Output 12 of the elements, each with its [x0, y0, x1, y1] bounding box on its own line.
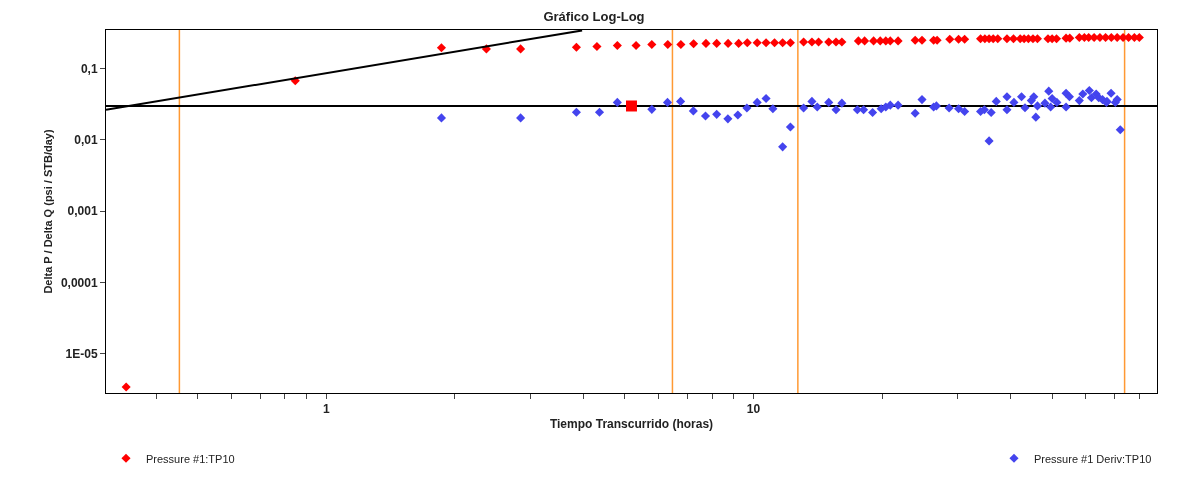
x-axis-title: Tiempo Transcurrido (horas) — [549, 417, 714, 432]
y-tick-label: 0,1 — [80, 61, 98, 76]
x-tick-label: 10 — [746, 402, 761, 417]
y-axis-title: Delta P / Delta Q (psi / STB/day) — [41, 129, 54, 294]
y-tick-label: 0,01 — [74, 133, 98, 148]
y-tick-label: 0,0001 — [60, 275, 98, 290]
chart-title: Gráfico Log-Log — [543, 9, 645, 25]
y-tick-label: 0,001 — [67, 204, 98, 219]
x-tick-label: 1 — [322, 402, 330, 417]
y-tick-label: 1E-05 — [65, 346, 98, 361]
legend-label: Pressure #1:TP10 — [146, 452, 235, 465]
legend-label: Pressure #1 Deriv:TP10 — [1034, 452, 1152, 465]
